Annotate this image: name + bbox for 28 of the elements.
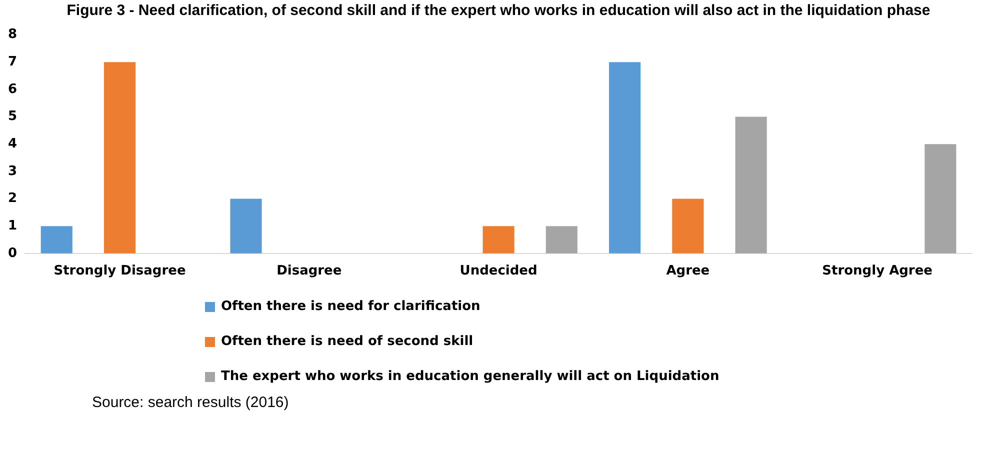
y-tick-label: 2: [8, 191, 18, 206]
bar: [546, 226, 578, 254]
y-tick-label: 3: [8, 164, 18, 179]
bar: [104, 62, 136, 254]
x-tick-label: Strongly Agree: [822, 264, 933, 279]
y-tick-label: 4: [8, 136, 18, 152]
bar: [672, 198, 704, 254]
bar: [40, 226, 72, 254]
x-tick-label: Strongly Disagree: [54, 264, 186, 279]
source-note: Source: search results (2016): [92, 394, 290, 411]
y-tick-label: 6: [8, 82, 18, 97]
y-tick-label: 7: [8, 54, 18, 70]
legend-label: Often there is need for clarification: [221, 299, 480, 314]
bar: [609, 62, 641, 254]
y-tick-label: 5: [8, 109, 18, 124]
legend-label: Often there is need of second skill: [221, 334, 474, 349]
y-tick-label: 8: [8, 27, 18, 42]
y-tick-label: 1: [8, 218, 18, 234]
x-tick-label: Disagree: [276, 264, 342, 279]
bar: [482, 226, 514, 254]
x-tick-label: Undecided: [460, 264, 538, 279]
bar: [735, 116, 767, 254]
x-tick-label: Agree: [666, 264, 710, 279]
legend-label: The expert who works in education generally will act on Liquidation: [221, 369, 720, 384]
y-tick-label: 0: [8, 246, 18, 261]
bar: [230, 198, 262, 254]
bar: [924, 144, 956, 254]
chart-title: Figure 3 - Need clarification, of second skill and if the expert who works in education will also act in the liquidation phase: [66, 1, 932, 19]
